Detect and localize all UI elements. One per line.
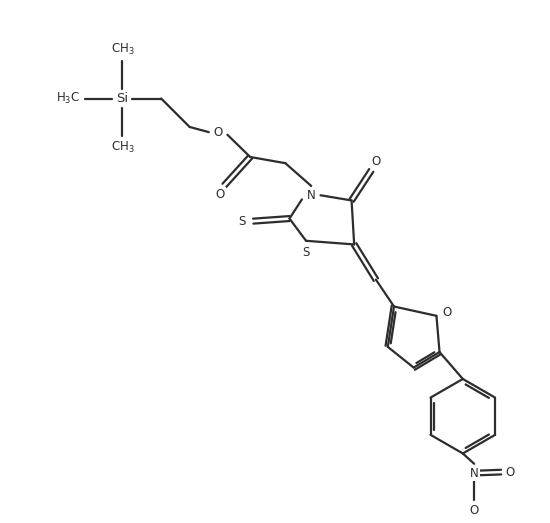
- Text: H$_3$C: H$_3$C: [56, 91, 80, 106]
- Text: O: O: [213, 126, 223, 139]
- Text: O: O: [372, 155, 381, 167]
- Text: Si: Si: [116, 92, 128, 105]
- Text: O: O: [470, 504, 479, 517]
- Text: S: S: [302, 246, 310, 259]
- Text: CH$_3$: CH$_3$: [111, 42, 134, 57]
- Text: N: N: [307, 189, 316, 202]
- Text: S: S: [238, 214, 245, 228]
- Text: N: N: [470, 467, 478, 480]
- Text: O: O: [506, 465, 515, 479]
- Text: CH$_3$: CH$_3$: [111, 140, 134, 155]
- Text: O: O: [442, 306, 452, 319]
- Text: O: O: [216, 188, 225, 201]
